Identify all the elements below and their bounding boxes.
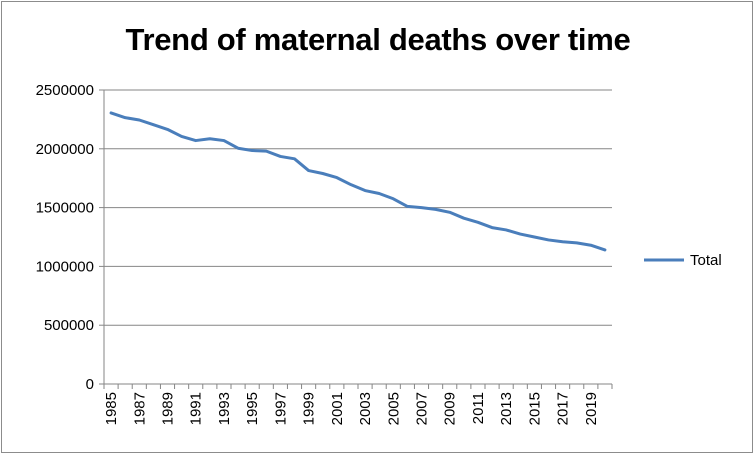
x-tick-label: 2011 [470, 392, 487, 424]
y-axis-tick-labels: 0 500000 1000000 1500000 2000000 2500000 [36, 82, 94, 393]
x-tick-label: 2019 [583, 392, 600, 425]
x-tick-label: 1985 [103, 392, 120, 425]
x-axis-tick-labels: 1985 1987 1989 1991 1993 1995 1997 1999 2001 2003… [103, 392, 600, 425]
gridlines [104, 89, 612, 326]
series-line-total [109, 111, 607, 252]
x-tick-label: 1995 [244, 392, 261, 425]
x-tick-label: 1989 [160, 392, 177, 425]
x-tick-label: 2013 [498, 392, 515, 425]
x-tick-label: 2005 [385, 392, 402, 425]
series-lines [109, 111, 607, 252]
x-tick-label: 1991 [188, 392, 205, 425]
y-tick-label: 1500000 [36, 200, 94, 217]
x-tick-label: 2017 [555, 392, 572, 425]
y-tick-label: 1000000 [36, 258, 94, 275]
x-tick-label: 1997 [272, 392, 289, 425]
legend: Total [644, 252, 722, 269]
y-tick-label: 2500000 [36, 82, 94, 99]
x-tick-label: 2007 [414, 392, 431, 425]
y-tick-label: 0 [86, 376, 94, 393]
x-tick-label: 1993 [216, 392, 233, 425]
legend-label: Total [690, 252, 722, 269]
axes [99, 89, 613, 389]
x-tick-label: 2001 [329, 392, 346, 425]
x-tick-label: 1987 [131, 392, 148, 425]
x-tick-label: 2003 [357, 392, 374, 425]
y-tick-label: 500000 [44, 317, 94, 334]
x-tick-label: 2015 [526, 392, 543, 425]
chart-title: Trend of maternal deaths over time [125, 22, 631, 57]
x-tick-label: 2009 [442, 392, 459, 425]
y-tick-label: 2000000 [36, 141, 94, 158]
x-tick-label: 1999 [301, 392, 318, 425]
